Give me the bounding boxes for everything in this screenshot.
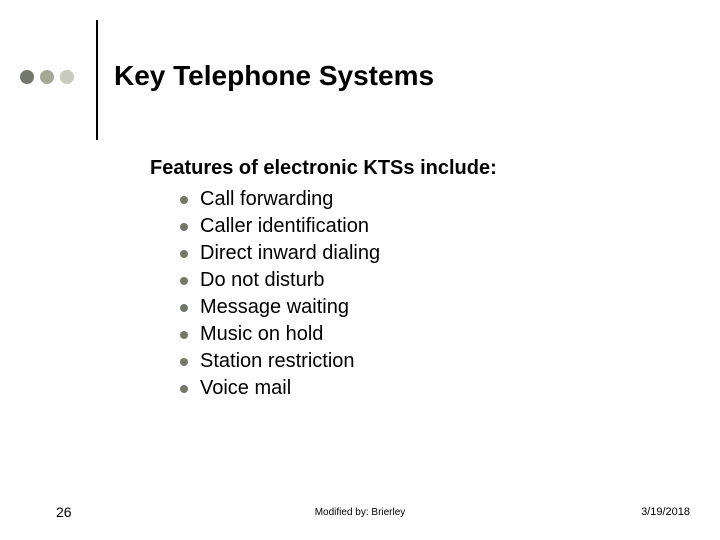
body-content: Features of electronic KTSs include: Cal… — [150, 155, 497, 402]
header-circles — [20, 70, 74, 84]
list-item: Voice mail — [150, 375, 497, 402]
page-title: Key Telephone Systems — [114, 60, 434, 92]
list-item-label: Call forwarding — [200, 186, 333, 213]
list-item-label: Station restriction — [200, 348, 355, 375]
vertical-rule — [96, 20, 98, 140]
footer-date: 3/19/2018 — [641, 506, 690, 518]
list-item: Caller identification — [150, 213, 497, 240]
modified-by: Modified by: Brierley — [0, 507, 720, 518]
list-item: Do not disturb — [150, 267, 497, 294]
subheading: Features of electronic KTSs include: — [150, 155, 497, 182]
slide: Key Telephone Systems Features of electr… — [0, 0, 720, 540]
circle-icon — [20, 70, 34, 84]
list-item: Message waiting — [150, 294, 497, 321]
bullet-icon — [180, 304, 188, 312]
list-item: Station restriction — [150, 348, 497, 375]
bullet-icon — [180, 358, 188, 366]
bullet-icon — [180, 331, 188, 339]
list-item-label: Music on hold — [200, 321, 323, 348]
circle-icon — [60, 70, 74, 84]
circle-icon — [40, 70, 54, 84]
list-item-label: Caller identification — [200, 213, 369, 240]
list-item: Call forwarding — [150, 186, 497, 213]
bullet-icon — [180, 385, 188, 393]
bullet-icon — [180, 250, 188, 258]
list-item-label: Message waiting — [200, 294, 349, 321]
feature-list: Call forwardingCaller identificationDire… — [150, 186, 497, 402]
list-item-label: Do not disturb — [200, 267, 325, 294]
list-item-label: Direct inward dialing — [200, 240, 380, 267]
list-item: Music on hold — [150, 321, 497, 348]
list-item-label: Voice mail — [200, 375, 291, 402]
list-item: Direct inward dialing — [150, 240, 497, 267]
bullet-icon — [180, 277, 188, 285]
bullet-icon — [180, 223, 188, 231]
bullet-icon — [180, 196, 188, 204]
